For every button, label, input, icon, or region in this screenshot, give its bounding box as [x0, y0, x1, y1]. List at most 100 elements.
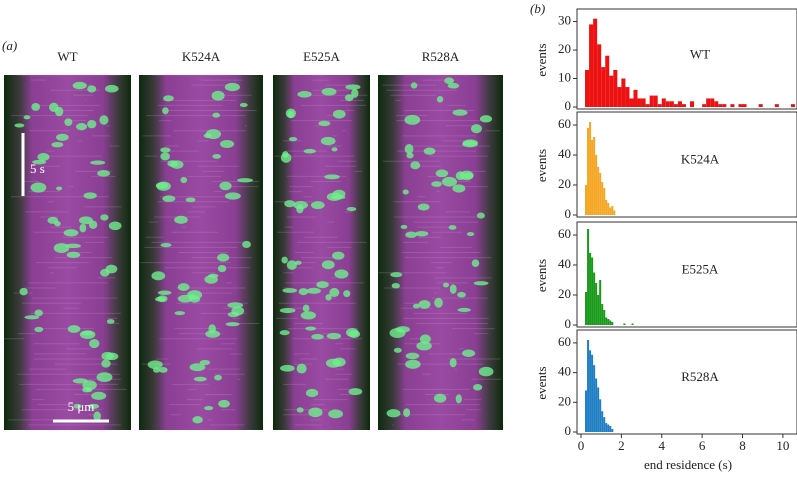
kymograph-spot	[406, 152, 414, 159]
y-tick-label: 20	[558, 393, 571, 408]
kymograph-spot	[73, 403, 82, 409]
kymograph-spot	[218, 399, 230, 408]
kymograph-spot	[325, 294, 332, 301]
bar	[597, 167, 600, 215]
bar	[742, 104, 747, 107]
kymograph-spot	[470, 124, 482, 134]
series-label: WT	[690, 46, 710, 61]
kymograph-spot	[91, 391, 107, 400]
y-tick-label: 0	[565, 316, 572, 331]
kymograph-spot	[351, 88, 359, 98]
series-label: R528A	[681, 369, 719, 384]
bar	[603, 188, 606, 215]
kymograph-spot	[410, 161, 421, 170]
kymograph-spot	[423, 147, 436, 155]
kymograph-spot	[403, 408, 411, 417]
kymograph-spot	[174, 311, 186, 316]
y-axis-label: events	[534, 43, 549, 76]
kymograph-spot	[224, 82, 240, 92]
kymograph-spot	[305, 326, 317, 331]
bar	[702, 104, 707, 107]
bar	[758, 104, 763, 107]
kymograph-spot	[67, 325, 81, 333]
kymograph-spot	[47, 216, 59, 224]
kymograph-spot	[82, 387, 90, 393]
bar	[587, 128, 590, 215]
kymograph-spot	[220, 139, 235, 149]
kymograph-spot	[279, 307, 296, 314]
kymograph-spot	[402, 189, 409, 195]
bar	[597, 295, 600, 325]
kymograph-spot	[343, 290, 351, 298]
kymograph-spot	[32, 159, 47, 165]
kymograph-spot	[300, 311, 317, 320]
bar	[605, 423, 608, 432]
kymograph-spot	[72, 81, 87, 90]
bar	[609, 75, 614, 107]
panel-label: (b)	[530, 1, 545, 16]
kymograph-spot	[462, 349, 476, 358]
kymograph-label: E525A	[303, 49, 340, 64]
y-tick-label: 20	[558, 286, 571, 301]
kymograph-spot	[225, 322, 240, 327]
kymograph-spot	[433, 393, 447, 403]
kymograph-spot	[405, 359, 421, 369]
bar	[718, 104, 723, 107]
kymograph-spot	[104, 84, 119, 93]
y-axis-label: events	[534, 366, 549, 399]
kymograph-spot	[386, 409, 401, 418]
kymograph-spot	[162, 195, 176, 202]
bar	[637, 98, 642, 107]
bar	[625, 87, 630, 107]
kymograph-label: R528A	[422, 49, 460, 64]
panel-label: (a)	[2, 38, 17, 53]
kymograph-spot	[239, 102, 248, 108]
bar	[710, 98, 715, 107]
kymograph-spot	[417, 203, 430, 211]
kymograph-spot	[435, 169, 449, 178]
kymograph-spot	[393, 347, 402, 353]
kymograph-spot	[318, 120, 331, 127]
kymograph-spot	[400, 224, 408, 229]
kymograph-spot	[412, 303, 420, 309]
kymograph-spot	[212, 153, 222, 159]
kymograph-spot	[64, 118, 73, 126]
bar	[607, 203, 610, 215]
kymograph-spot	[332, 251, 345, 260]
kymograph-spot	[106, 319, 115, 324]
kymograph-spot	[208, 273, 219, 278]
kymograph-spot	[416, 341, 432, 351]
bar	[609, 320, 612, 325]
y-tick-label: 40	[558, 146, 571, 161]
bar	[607, 424, 610, 432]
kymograph-spot	[66, 251, 81, 258]
kymograph-spot	[478, 366, 494, 377]
kymograph-spot	[177, 283, 190, 291]
kymograph-spot	[79, 223, 87, 233]
bar	[591, 140, 594, 215]
kymograph-spot	[286, 260, 297, 270]
kymograph-spot	[447, 82, 460, 89]
y-tick-label: 20	[558, 176, 571, 191]
bar	[669, 101, 674, 107]
bar	[730, 104, 735, 107]
kymograph-spot	[284, 200, 295, 208]
kymograph-spot	[24, 315, 40, 320]
bar	[681, 104, 686, 107]
scale-label: 5 s	[30, 161, 45, 176]
kymograph-spot	[162, 107, 169, 115]
kymograph-spot	[211, 90, 225, 101]
kymograph-spot	[302, 304, 310, 313]
kymograph-spot	[285, 108, 296, 119]
bar	[621, 78, 626, 107]
bar	[649, 95, 654, 107]
kymograph-spot	[466, 231, 475, 237]
kymograph-spot	[419, 334, 431, 344]
kymograph-spot	[303, 148, 316, 154]
bar	[593, 272, 596, 325]
kymograph-spot	[434, 297, 443, 308]
kymograph-spot	[101, 351, 114, 361]
bar	[645, 104, 650, 107]
bar	[657, 104, 662, 107]
